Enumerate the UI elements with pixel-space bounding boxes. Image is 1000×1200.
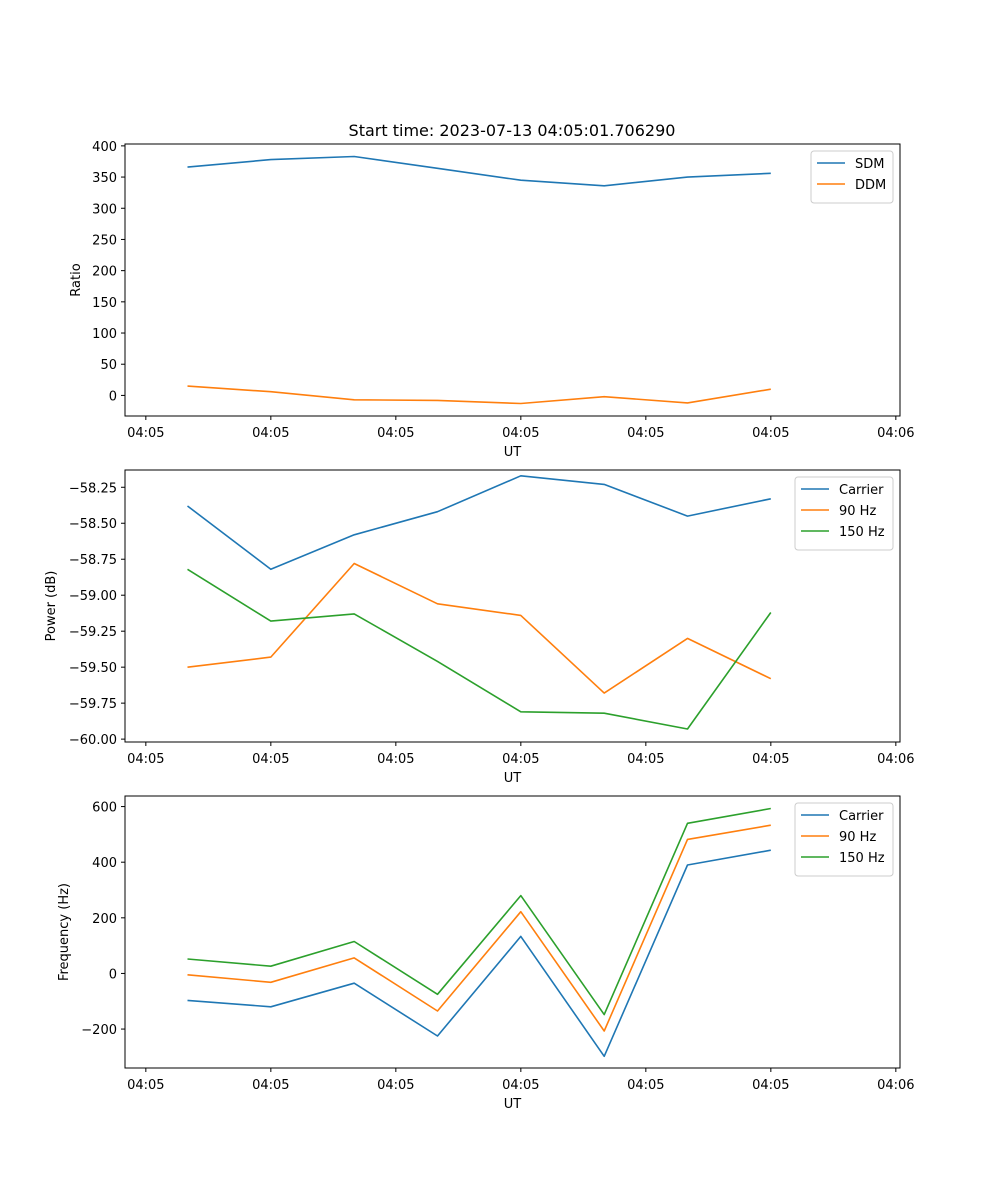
y-tick-label: −58.50 xyxy=(69,517,117,532)
x-tick-label: 04:05 xyxy=(752,1078,789,1093)
y-tick-label: −60.00 xyxy=(69,733,117,748)
series-line-ddm xyxy=(187,385,771,405)
legend-label: Carrier xyxy=(839,483,884,498)
x-tick-label: 04:05 xyxy=(627,1078,664,1093)
y-tick-label: 50 xyxy=(100,358,117,373)
series-line-90-hz xyxy=(187,824,771,1032)
x-tick-label: 04:05 xyxy=(252,1078,289,1093)
legend-label: 90 Hz xyxy=(839,830,876,845)
legend-label: SDM xyxy=(855,157,884,172)
y-axis-label: Power (dB) xyxy=(44,571,59,642)
x-axis-label: UT xyxy=(504,445,522,460)
y-tick-label: 0 xyxy=(109,389,117,404)
x-tick-label: 04:05 xyxy=(752,752,789,767)
x-tick-label: 04:05 xyxy=(502,1078,539,1093)
x-tick-label: 04:05 xyxy=(127,1078,164,1093)
legend: Carrier 90 Hz 150 Hz xyxy=(794,802,894,877)
x-tick-label: 04:05 xyxy=(127,426,164,441)
y-tick-label: −59.75 xyxy=(69,697,117,712)
y-tick-label: 350 xyxy=(92,171,117,186)
figure-title: Start time: 2023-07-13 04:05:01.706290 xyxy=(349,121,676,140)
x-tick-label: 04:06 xyxy=(877,426,914,441)
chart-panel-1: 04:05 04:05 04:05 04:05 04:05 04:05 04:06 0 50 10… xyxy=(69,140,915,460)
chart-panel-2: 04:05 04:05 04:05 04:05 04:05 04:05 04:06 −60.0… xyxy=(44,469,915,786)
axes-frame xyxy=(124,795,901,1069)
legend-box xyxy=(810,150,894,204)
x-axis-label: UT xyxy=(504,771,522,786)
series-line-150-hz xyxy=(187,807,771,1016)
x-tick-label: 04:05 xyxy=(252,426,289,441)
y-tick-label: 400 xyxy=(92,856,117,871)
x-tick-label: 04:05 xyxy=(627,426,664,441)
x-tick-label: 04:06 xyxy=(877,1078,914,1093)
axes-frame xyxy=(124,143,901,417)
x-tick-label: 04:06 xyxy=(877,752,914,767)
x-tick-label: 04:05 xyxy=(377,1078,414,1093)
x-tick-label: 04:05 xyxy=(502,426,539,441)
x-tick-label: 04:05 xyxy=(752,426,789,441)
x-tick-label: 04:05 xyxy=(627,752,664,767)
series-line-carrier xyxy=(187,474,771,571)
series-line-150-hz xyxy=(187,568,772,730)
y-tick-label: −58.75 xyxy=(69,553,117,568)
x-tick-label: 04:05 xyxy=(252,752,289,767)
y-tick-label: −59.25 xyxy=(69,625,117,640)
y-axis-label: Frequency (Hz) xyxy=(57,883,72,981)
y-tick-label: 150 xyxy=(92,296,117,311)
legend-label: 90 Hz xyxy=(839,504,876,519)
legend-label: 150 Hz xyxy=(839,851,885,866)
y-tick-label: 600 xyxy=(92,801,117,816)
y-tick-label: −200 xyxy=(81,1023,117,1038)
y-axis-label: Ratio xyxy=(69,263,84,296)
x-tick-label: 04:05 xyxy=(127,752,164,767)
series-line-sdm xyxy=(187,155,771,187)
x-tick-label: 04:05 xyxy=(377,752,414,767)
series-line-90-hz xyxy=(187,562,772,694)
y-tick-label: −59.00 xyxy=(69,589,117,604)
legend: SDM DDM xyxy=(810,150,894,204)
y-tick-label: 200 xyxy=(92,912,117,927)
y-tick-label: −58.25 xyxy=(69,481,117,496)
x-tick-label: 04:05 xyxy=(502,752,539,767)
y-tick-label: 250 xyxy=(92,233,117,248)
x-tick-label: 04:05 xyxy=(377,426,414,441)
series-line-carrier xyxy=(187,849,771,1058)
legend-label: Carrier xyxy=(839,809,884,824)
x-axis-label: UT xyxy=(504,1097,522,1112)
legend-label: 150 Hz xyxy=(839,525,885,540)
y-tick-label: 0 xyxy=(109,967,117,982)
y-tick-label: 100 xyxy=(92,327,117,342)
legend-label: DDM xyxy=(855,178,886,193)
chart-panel-3: 04:05 04:05 04:05 04:05 04:05 04:05 04:06 −200 0… xyxy=(57,795,915,1112)
legend: Carrier 90 Hz 150 Hz xyxy=(794,476,894,551)
axes-frame xyxy=(124,469,901,743)
y-tick-label: 200 xyxy=(92,265,117,280)
y-tick-label: −59.50 xyxy=(69,661,117,676)
y-tick-label: 400 xyxy=(92,140,117,155)
y-tick-label: 300 xyxy=(92,202,117,217)
